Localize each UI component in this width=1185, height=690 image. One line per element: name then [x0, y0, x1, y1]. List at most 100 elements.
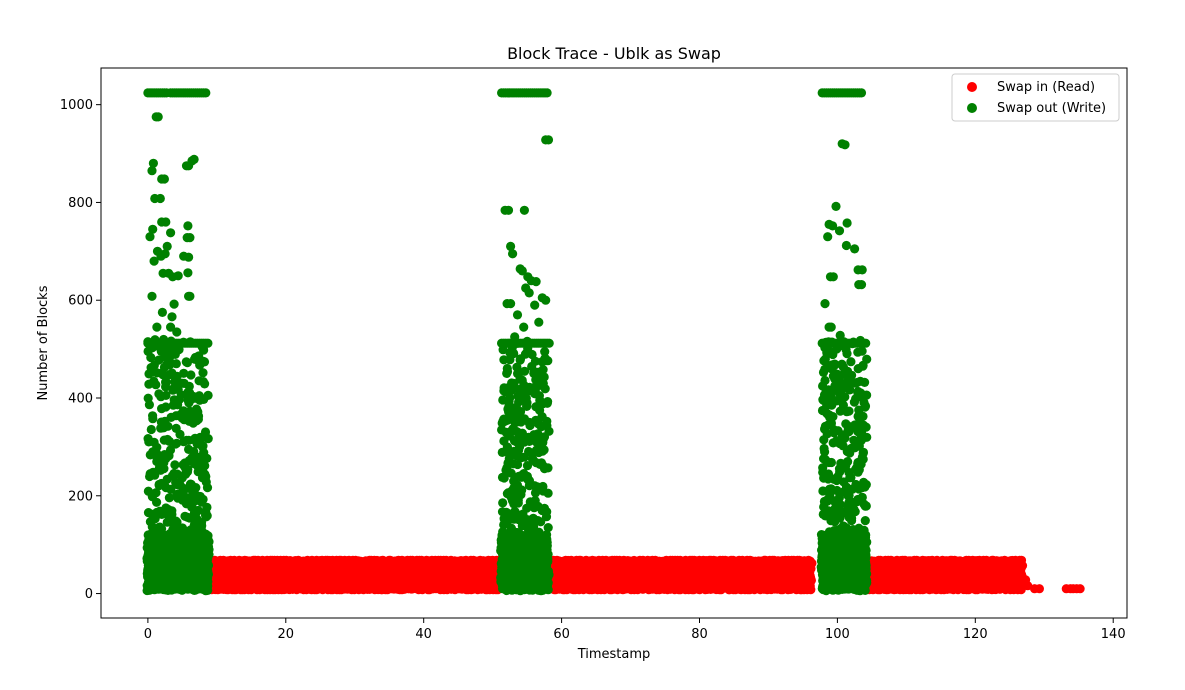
write-point	[193, 544, 203, 554]
write-point	[511, 494, 521, 504]
write-point	[543, 523, 553, 533]
write-point	[197, 581, 207, 591]
write-point	[143, 564, 153, 574]
write-point	[539, 445, 549, 455]
write-point	[184, 444, 194, 454]
write-point	[186, 370, 196, 380]
read-point	[1075, 584, 1085, 594]
write-point	[149, 437, 159, 447]
write-point	[147, 490, 158, 500]
write-point	[497, 533, 507, 544]
write-point	[203, 338, 213, 348]
write-point	[154, 355, 164, 365]
write-point	[517, 375, 527, 385]
write-point	[525, 497, 535, 507]
write-point	[164, 370, 175, 380]
write-point	[175, 557, 185, 567]
write-point	[144, 379, 154, 389]
write-point	[181, 357, 191, 367]
write-point	[515, 355, 525, 365]
write-point	[512, 362, 522, 372]
write-point	[172, 479, 182, 490]
write-point	[172, 517, 182, 527]
write-point	[151, 380, 161, 390]
read-point	[1034, 584, 1044, 594]
write-point	[146, 363, 156, 373]
write-point	[171, 525, 181, 535]
write-point	[512, 511, 523, 521]
write-point	[183, 493, 193, 503]
write-point	[161, 402, 171, 412]
write-point	[498, 498, 508, 508]
write-point	[199, 573, 209, 583]
write-point	[499, 355, 509, 365]
write-point	[200, 427, 211, 437]
write-point	[199, 345, 209, 355]
write-point	[145, 517, 155, 527]
write-point	[186, 479, 196, 489]
write-point	[502, 368, 512, 378]
write-point	[172, 535, 182, 545]
write-point	[860, 516, 870, 526]
write-point	[198, 566, 209, 576]
write-point	[189, 520, 199, 530]
write-point	[519, 538, 529, 549]
write-point	[820, 424, 830, 434]
write-point	[195, 459, 205, 469]
write-point	[522, 555, 533, 565]
write-point	[194, 391, 204, 401]
write-point	[504, 401, 514, 411]
write-point	[182, 435, 192, 445]
write-point	[199, 448, 209, 458]
write-point	[179, 485, 189, 495]
write-point	[532, 437, 542, 447]
write-point	[527, 584, 537, 594]
write-point	[157, 578, 167, 589]
write-point	[820, 572, 830, 582]
write-point	[153, 555, 163, 565]
write-point	[509, 575, 519, 585]
write-point	[504, 512, 514, 522]
write-point	[845, 551, 855, 561]
write-point	[529, 383, 539, 393]
write-point	[190, 556, 200, 567]
write-point	[147, 469, 157, 479]
write-point	[167, 471, 177, 481]
write-point	[503, 383, 513, 393]
write-point	[161, 377, 171, 387]
write-point	[535, 395, 545, 405]
write-point	[174, 565, 184, 575]
write-point	[515, 442, 525, 452]
write-point	[854, 552, 864, 563]
write-point	[188, 583, 198, 594]
write-point	[819, 443, 829, 454]
write-point	[836, 458, 846, 468]
write-point	[190, 352, 200, 363]
write-point	[154, 453, 164, 464]
write-point	[177, 548, 187, 558]
read-point	[807, 558, 817, 568]
write-point	[172, 489, 182, 500]
write-point	[162, 517, 172, 527]
write-point	[520, 349, 531, 359]
write-point	[146, 352, 156, 363]
write-point	[514, 397, 524, 407]
write-point	[539, 464, 550, 474]
write-point	[201, 532, 211, 543]
write-point	[498, 556, 508, 566]
write-point	[533, 579, 543, 589]
write-point	[161, 390, 171, 400]
write-point	[177, 378, 187, 388]
write-point	[201, 511, 211, 521]
write-point	[156, 423, 166, 433]
write-point	[148, 411, 158, 421]
write-point	[164, 493, 174, 503]
write-point	[527, 532, 538, 542]
write-point	[519, 452, 529, 462]
write-point	[522, 461, 533, 471]
write-point	[164, 558, 174, 568]
write-point	[842, 407, 852, 417]
write-point	[181, 467, 191, 477]
write-point	[537, 505, 547, 516]
